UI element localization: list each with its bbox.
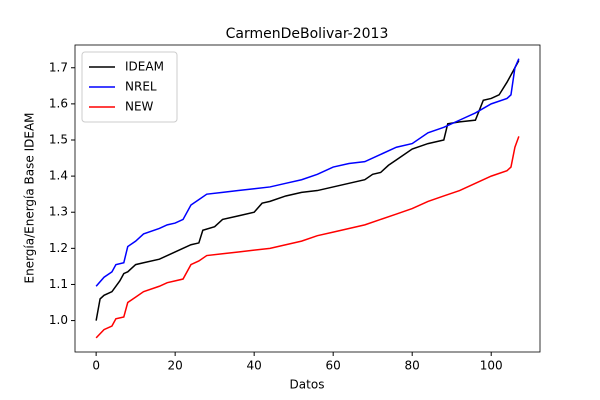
y-tick-label: 1.3 xyxy=(49,205,68,219)
x-tick-label: 100 xyxy=(480,359,503,373)
y-tick-label: 1.7 xyxy=(49,60,68,74)
legend-box xyxy=(81,51,178,123)
line-series xyxy=(95,136,520,339)
legend-label: NREL xyxy=(125,80,157,94)
line-series xyxy=(95,60,520,321)
legend-label: NEW xyxy=(125,100,154,114)
x-tick-label: 20 xyxy=(168,359,183,373)
y-tick-label: 1.0 xyxy=(49,313,68,327)
y-tick-label: 1.2 xyxy=(49,241,68,255)
legend-label: IDEAM xyxy=(125,60,164,74)
y-tick-label: 1.6 xyxy=(49,96,68,110)
y-tick-label: 1.4 xyxy=(49,169,68,183)
y-tick-label: 1.1 xyxy=(49,277,68,291)
y-axis-label: Energía/Energía Base IDEAM xyxy=(23,112,37,283)
x-tick-label: 60 xyxy=(326,359,341,373)
y-tick-label: 1.5 xyxy=(49,132,68,146)
x-tick-label: 80 xyxy=(405,359,420,373)
chart-title: CarmenDeBolivar-2013 xyxy=(226,26,389,42)
x-tick-label: 40 xyxy=(247,359,262,373)
x-tick-label: 0 xyxy=(92,359,100,373)
x-axis-label: Datos xyxy=(290,378,325,392)
line-series xyxy=(95,58,520,287)
plot-frame xyxy=(74,44,541,353)
